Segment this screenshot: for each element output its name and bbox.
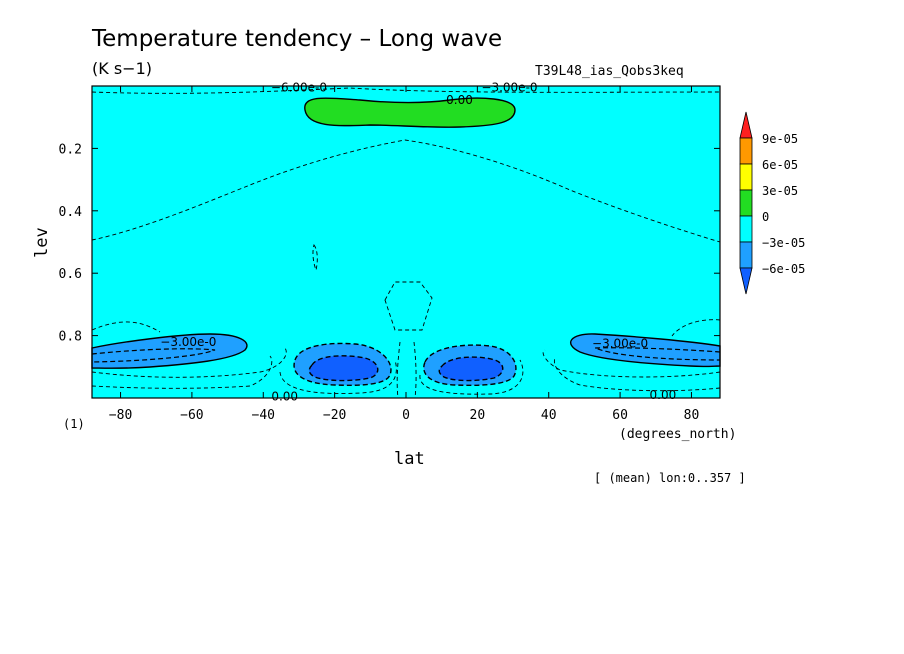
experiment-label: T39L48_ias_Qobs3keq: [535, 64, 684, 79]
region-warming-top: [304, 97, 516, 128]
y-tick-label: 0.2: [59, 142, 82, 157]
footnote: [ (mean) lon:0..357 ]: [594, 471, 746, 485]
contour-center-column: [384, 281, 433, 331]
x-tick-label: −80: [109, 408, 132, 423]
colorbar-cap-bottom: [739, 267, 753, 295]
contour-upper-arch: [91, 139, 721, 243]
contour-label: −3.00e-0: [481, 81, 537, 95]
contour-right-lower-outer: [542, 319, 721, 378]
contour-left-low-inner: [91, 348, 216, 363]
units-label: (K s−1): [92, 59, 152, 78]
contour-top-edge: [91, 87, 721, 94]
colorbar-label: 6e-05: [762, 158, 798, 172]
x-tick-label: 20: [470, 408, 486, 423]
colorbar-label: −3e-05: [762, 236, 805, 250]
contour-labels: −6.00e-0 −3.00e-0 0.00 −3.00e-0 −3.00e-0 0.00…: [160, 81, 676, 404]
x-axis-label: lat: [394, 449, 425, 469]
contour-left-surface: [91, 355, 273, 389]
colorbar-segment: [739, 215, 753, 243]
chart-title: Temperature tendency – Long wave: [91, 26, 502, 52]
y-axis-label: lev: [32, 227, 52, 258]
colorbar-label: −6e-05: [762, 262, 805, 276]
contour-label: −6.00e-0: [271, 81, 327, 95]
contour-right-low-inner: [594, 347, 721, 361]
x-tick-label: 0: [402, 408, 410, 423]
x-tick-label: 60: [612, 408, 628, 423]
contour-right-surface: [553, 357, 721, 392]
y-axis-units: (1): [63, 417, 85, 431]
region-cooling-left-low: [91, 333, 248, 369]
region-cooling-core-sh: [308, 355, 379, 382]
colorbar-segment: [739, 163, 753, 191]
colorbar: [739, 111, 753, 295]
x-tick-labels: −80 −60 −40 −20 0 20 40 60 80: [109, 408, 699, 423]
y-tick-labels: 0.2 0.4 0.6 0.8: [59, 142, 83, 344]
x-tick-label: −40: [252, 408, 275, 423]
colorbar-segment: [739, 189, 753, 217]
region-cooling-core-nh: [438, 356, 504, 382]
colorbar-segment: [739, 241, 753, 269]
x-tick-label: 40: [541, 408, 557, 423]
dashed-contours: [91, 87, 721, 399]
contour-label: 0.00: [650, 388, 677, 402]
x-tick-label: −20: [323, 408, 346, 423]
colorbar-label: 3e-05: [762, 184, 798, 198]
colorbar-labels: 9e-05 6e-05 3e-05 0 −3e-05 −6e-05: [762, 132, 805, 276]
x-tick-label: 80: [684, 408, 700, 423]
contour-center-stem: [396, 341, 417, 399]
contour-label: 0.00: [446, 93, 473, 107]
colorbar-segment: [739, 137, 753, 165]
x-axis-units: (degrees_north): [619, 427, 736, 442]
y-tick-label: 0.6: [59, 267, 82, 282]
colorbar-label: 0: [762, 210, 769, 224]
x-tick-label: −60: [180, 408, 203, 423]
contour-label: 0.00: [271, 389, 298, 403]
contour-label: −3.00e-0: [592, 336, 648, 350]
region-cooling-right-low: [569, 333, 721, 368]
contour-label: −3.00e-0: [160, 335, 216, 349]
contour-left-lower-outer: [91, 321, 287, 378]
y-tick-label: 0.4: [59, 205, 83, 220]
colorbar-cap-top: [739, 111, 753, 139]
axis-ticks: [92, 86, 720, 398]
plot-area: −6.00e-0 −3.00e-0 0.00 −3.00e-0 −3.00e-0 0.00…: [91, 81, 721, 404]
contour-sh-core-outer: [279, 359, 397, 394]
colorbar-label: 9e-05: [762, 132, 798, 146]
contour-mid-small: [312, 244, 318, 272]
contour-nh-core-outer: [419, 359, 524, 395]
y-tick-label: 0.8: [59, 330, 82, 345]
